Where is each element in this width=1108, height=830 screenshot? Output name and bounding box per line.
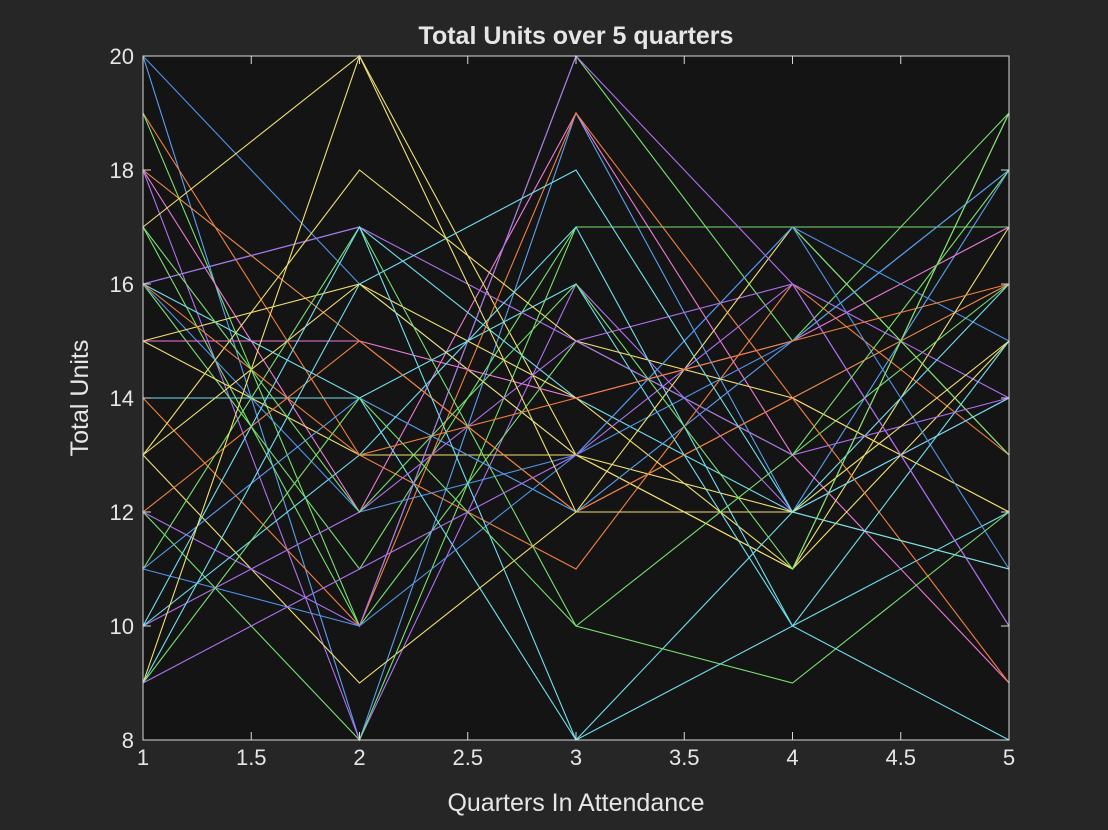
series-line-34: [142, 54, 1010, 684]
chart-title: Total Units over 5 quarters: [419, 22, 734, 50]
y-tick-label: 8: [122, 728, 134, 753]
x-tick-label: 3.5: [669, 745, 700, 770]
series-line-30: [142, 340, 1010, 627]
series-line-35: [142, 169, 1010, 684]
y-tick-label: 16: [110, 272, 134, 297]
series-line-33: [142, 283, 1010, 684]
x-axis-label: Quarters In Attendance: [447, 789, 704, 817]
x-tick-label: 5: [1003, 745, 1015, 770]
x-tick-label: 1: [137, 745, 149, 770]
x-tick-label: 2.5: [452, 745, 483, 770]
series-line-37: [142, 112, 1010, 571]
series-line-36: [142, 283, 1010, 456]
y-axis-label: Total Units: [66, 340, 94, 457]
x-tick-label: 2: [353, 745, 365, 770]
series-layer: [142, 54, 1010, 742]
x-tick-label: 3: [570, 745, 582, 770]
y-tick-label: 10: [110, 614, 134, 639]
tick-layer: 1 1.5 2 2.5 3 3.5 4 4.5 5 8 10 12 14 16 18 20: [110, 44, 1016, 770]
x-tick-label: 4: [786, 745, 798, 770]
x-tick-label: 1.5: [236, 745, 267, 770]
series-line-31: [142, 226, 1010, 741]
y-tick-label: 14: [110, 386, 134, 411]
y-tick-label: 20: [110, 44, 134, 69]
y-tick-label: 18: [110, 158, 134, 183]
y-tick-label: 12: [110, 500, 134, 525]
x-tick-label: 4.5: [885, 745, 916, 770]
